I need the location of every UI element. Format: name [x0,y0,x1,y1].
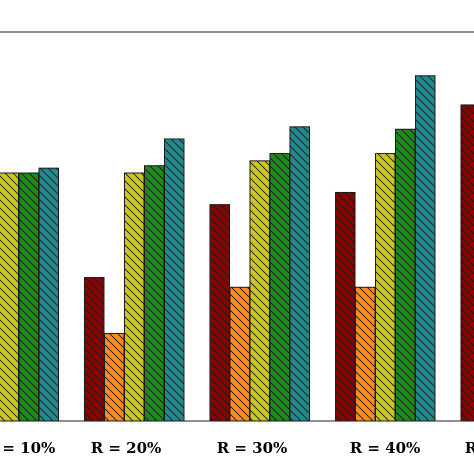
bar-hatch-4-1 [335,191,356,422]
x-tick-label: R = 40% [350,439,421,457]
bar-hatch-3-4 [269,153,290,422]
bar-hatch-4-5 [415,75,436,422]
x-tick-label: R = 20% [91,439,162,457]
bar-hatch-3-5 [289,126,310,422]
bar-hatch-2-5 [164,138,185,422]
bar-hatch-5-1 [460,104,474,422]
bar-hatch-2-2 [104,332,125,422]
bar-hatch-2-3 [124,172,145,422]
bar-hatch-1-5 [38,167,59,422]
bar-hatch-2-4 [144,165,165,422]
bar-hatch-1-4 [18,172,39,422]
x-tick-label: R = 10% [0,439,55,457]
bar-hatch-3-1 [209,204,230,422]
bars-group [0,75,474,422]
x-tick-label: R = 50% [465,439,474,457]
x-tick-labels: R = 10% R = 20% R = 30% R = 40% R = 50% [0,439,474,457]
bar-hatch-3-2 [229,286,250,422]
bar-hatch-1-3 [0,172,19,422]
bar-hatch-4-2 [355,286,376,422]
bar-hatch-2-1 [84,277,105,422]
bar-hatch-4-4 [395,128,416,422]
bar-hatch-4-3 [375,153,396,422]
x-tick-label: R = 30% [217,439,288,457]
bar-hatch-3-3 [249,160,270,422]
